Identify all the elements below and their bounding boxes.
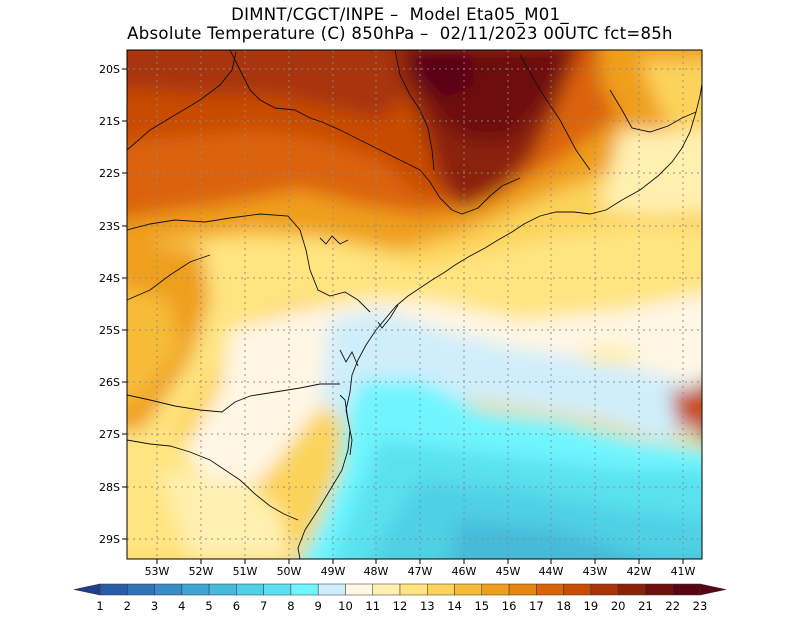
colorbar-label: 15 — [474, 599, 489, 613]
colorbar-label: 13 — [420, 599, 435, 613]
colorbar-label: 17 — [529, 599, 544, 613]
colorbar-swatch — [508, 583, 537, 596]
lat-label: 27S — [99, 428, 120, 441]
lon-label: 50W — [277, 565, 302, 578]
axis-ticks — [122, 68, 684, 564]
colorbar-label: 12 — [393, 599, 408, 613]
lon-label: 45W — [496, 565, 521, 578]
lon-label: 52W — [189, 565, 214, 578]
lat-label: 25S — [99, 324, 120, 337]
lon-label: 51W — [233, 565, 258, 578]
lon-label: 44W — [539, 565, 564, 578]
colorbar-swatch — [263, 583, 292, 596]
colorbar-swatch — [317, 583, 346, 596]
colorbar-swatch — [181, 583, 210, 596]
map-grid — [127, 50, 702, 559]
colorbar-label: 7 — [260, 599, 267, 613]
temperature-field — [127, 50, 702, 559]
coastline-borders — [127, 50, 702, 559]
lon-label: 41W — [671, 565, 696, 578]
colorbar-swatch — [236, 583, 264, 596]
lon-label: 49W — [321, 565, 346, 578]
colorbar-arrow-left — [73, 583, 101, 596]
colorbar-label: 1 — [96, 599, 103, 613]
colorbar-labels: 1 2 3 4 5 6 7 8 9 10 11 12 13 14 15 16 1… — [96, 599, 707, 613]
colorbar-swatch — [345, 583, 373, 596]
map-frame — [126, 49, 703, 560]
colorbar-label: 20 — [611, 599, 626, 613]
colorbar-swatch — [99, 583, 128, 596]
colorbar-swatch — [536, 583, 564, 596]
colorbar-label: 3 — [151, 599, 158, 613]
colorbar-swatch — [617, 583, 646, 596]
colorbar-label: 18 — [556, 599, 571, 613]
colorbar-label: 23 — [693, 599, 708, 613]
colorbar-label: 9 — [315, 599, 322, 613]
colorbar-label: 8 — [287, 599, 294, 613]
colorbar-label: 14 — [447, 599, 462, 613]
chart-title: DIMNT/CGCT/INPE – Model Eta05_M01_ — [231, 5, 569, 24]
chart-subtitle: Absolute Temperature (C) 850hPa – 02/11/… — [127, 24, 673, 43]
colorbar-arrow-right — [699, 583, 727, 596]
colorbar-swatch — [563, 583, 592, 596]
colorbar-label: 6 — [233, 599, 240, 613]
colorbar-swatch — [645, 583, 673, 596]
colorbar-swatch — [481, 583, 510, 596]
colorbar-label: 5 — [205, 599, 212, 613]
lon-label: 53W — [145, 565, 170, 578]
lat-label: 21S — [99, 115, 120, 128]
lat-label: 28S — [99, 481, 120, 494]
lon-label: 48W — [364, 565, 389, 578]
colorbar-label: 2 — [124, 599, 131, 613]
colorbar-label: 16 — [502, 599, 517, 613]
colorbar-label: 11 — [365, 599, 380, 613]
colorbar-label: 10 — [338, 599, 353, 613]
lon-label: 43W — [583, 565, 608, 578]
colorbar-swatch — [127, 583, 155, 596]
lat-label: 22S — [99, 167, 120, 180]
colorbar-swatch — [672, 583, 701, 596]
colorbar — [73, 583, 727, 596]
colorbar-label: 22 — [665, 599, 680, 613]
lat-label: 20S — [99, 63, 120, 76]
lat-label: 29S — [99, 533, 120, 546]
lat-label: 24S — [99, 272, 120, 285]
colorbar-label: 4 — [178, 599, 185, 613]
colorbar-swatch — [399, 583, 428, 596]
lon-label: 46W — [452, 565, 477, 578]
lon-label: 47W — [408, 565, 433, 578]
lat-label: 23S — [99, 220, 120, 233]
colorbar-swatch — [427, 583, 455, 596]
colorbar-swatch — [454, 583, 483, 596]
colorbar-swatch — [372, 583, 401, 596]
lon-label: 42W — [627, 565, 652, 578]
lat-label: 26S — [99, 376, 120, 389]
colorbar-swatch — [290, 583, 319, 596]
colorbar-swatch — [590, 583, 619, 596]
colorbar-label: 21 — [638, 599, 653, 613]
colorbar-swatch — [154, 583, 183, 596]
colorbar-swatch — [208, 583, 237, 596]
colorbar-label: 19 — [584, 599, 599, 613]
